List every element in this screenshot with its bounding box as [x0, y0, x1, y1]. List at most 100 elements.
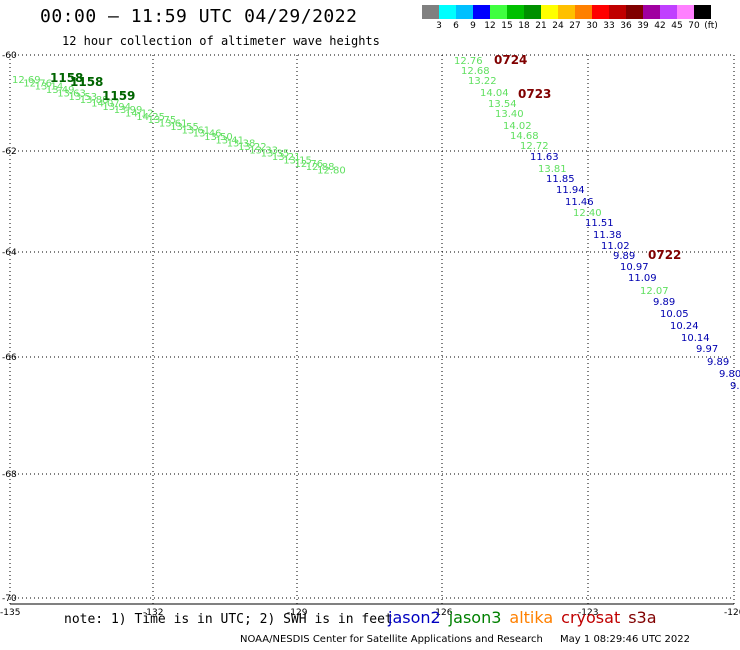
swh-value-label: 11.85: [546, 174, 575, 185]
swh-value-label: 12.68: [461, 66, 490, 77]
swh-value-label: 12.76: [454, 56, 483, 67]
swh-value-label: 12.76: [295, 159, 324, 170]
color-scale-label: 12: [484, 21, 496, 31]
swh-value-label: 13.99: [114, 105, 143, 116]
legend-item-cryosat: cryosat: [561, 608, 621, 627]
swh-value-label: 13.15: [283, 155, 312, 166]
color-swatch: [694, 5, 711, 19]
color-swatch: [677, 5, 694, 19]
swh-value-label: 9.7: [730, 381, 740, 392]
swh-value-label: 13.81: [538, 164, 567, 175]
swh-value-label: 9.80: [719, 369, 740, 380]
color-swatch: [558, 5, 575, 19]
color-swatch: [490, 5, 507, 19]
legend-item-jason3: jason3: [448, 608, 502, 627]
color-scale-label: 24: [552, 21, 564, 31]
map-subtitle: 12 hour collection of altimeter wave hei…: [62, 34, 380, 48]
color-scale-label: 39: [637, 21, 649, 31]
swh-value-label: 9.89: [613, 251, 635, 262]
swh-value-label: 11.94: [556, 185, 585, 196]
color-swatch: [541, 5, 558, 19]
swh-value-label: 12.80: [317, 165, 346, 176]
generated-timestamp: May 1 08:29:46 UTC 2022: [560, 634, 690, 645]
color-scale-label: 21: [535, 21, 547, 31]
color-swatch: [439, 5, 456, 19]
swh-value-label: 13.41: [215, 135, 244, 146]
swh-value-label: 12.07: [640, 286, 669, 297]
color-swatch: [643, 5, 660, 19]
satellite-legend: jason2 jason3 altika cryosat s3a: [388, 608, 665, 627]
pass-time-stamp: 0724: [494, 53, 527, 67]
pass-time-stamp: 1159: [102, 89, 135, 103]
legend-item-altika: altika: [509, 608, 554, 627]
swh-value-label: 14.68: [510, 131, 539, 142]
color-swatch: [456, 5, 473, 19]
swh-value-label: 11.63: [530, 152, 559, 163]
longitude-tick-label: -132: [143, 608, 163, 618]
swh-value-label: 13.53: [69, 92, 98, 103]
swh-value-label: 13.49: [46, 85, 75, 96]
swh-value-label: 9.97: [696, 344, 718, 355]
color-scale-label: 6: [453, 21, 459, 31]
longitude-tick-label: -126: [432, 608, 453, 618]
swh-value-label: 13.61: [182, 125, 211, 136]
color-swatch: [575, 5, 592, 19]
color-scale-label: (ft): [704, 21, 718, 31]
swh-value-label: 11.38: [593, 230, 622, 241]
color-scale-label: 3: [436, 21, 442, 31]
color-scale-label: 15: [501, 21, 513, 31]
longitude-tick-label: -123: [578, 608, 598, 618]
swh-value-label: 11.09: [628, 273, 657, 284]
swh-value-label: 12.69: [12, 75, 41, 86]
color-scale-label: 18: [518, 21, 530, 31]
color-swatch: [626, 5, 643, 19]
latitude-tick-label: -62: [2, 147, 17, 157]
swh-value-label: 13.21: [272, 152, 301, 163]
swh-value-label: 14.02: [503, 121, 532, 132]
swh-value-label: 13.38: [227, 139, 256, 150]
swh-value-label: 13.55: [170, 122, 199, 133]
latitude-tick-label: -68: [2, 470, 17, 480]
swh-value-label: 13.50: [204, 132, 233, 143]
swh-value-label: 12.76: [23, 78, 52, 89]
swh-value-label: 13.61: [159, 119, 188, 130]
swh-value-label: 10.24: [670, 321, 699, 332]
pass-time-stamp: 1158: [50, 71, 83, 85]
map-title: 00:00 – 11:59 UTC 04/29/2022: [40, 6, 358, 27]
latitude-tick-label: -60: [2, 51, 17, 61]
swh-value-label: 10.14: [681, 333, 710, 344]
pass-time-stamp: 0722: [648, 248, 681, 262]
swh-value-label: 13.40: [495, 109, 524, 120]
swh-value-label: 12.72: [520, 141, 549, 152]
color-swatch: [473, 5, 490, 19]
latitude-tick-label: -66: [2, 353, 17, 363]
color-swatch: [507, 5, 524, 19]
pass-time-stamp: 0723: [518, 87, 551, 101]
swh-value-label: 13.63: [57, 88, 86, 99]
swh-value-label: 13.22: [238, 142, 267, 153]
color-scale-label: 27: [569, 21, 581, 31]
swh-value-label: 10.05: [660, 309, 689, 320]
swh-value-label: 11.02: [601, 241, 630, 252]
color-swatch: [524, 5, 541, 19]
swh-value-label: 13.94: [102, 102, 131, 113]
legend-item-s3a: s3a: [628, 608, 657, 627]
swh-value-label: 13.88: [80, 95, 109, 106]
legend-item-jason2: jason2: [388, 608, 441, 627]
units-note: note: 1) Time is in UTC; 2) SWH is in fe…: [64, 612, 393, 627]
longitude-tick-label: -120: [724, 608, 740, 618]
swh-value-label: 11.51: [585, 218, 614, 229]
swh-value-label: 9.89: [653, 297, 675, 308]
swh-value-label: 14.07: [91, 98, 120, 109]
swh-value-label: 12.88: [306, 162, 335, 173]
swh-value-label: 13.75: [148, 115, 177, 126]
swh-value-label: 13.46: [193, 129, 222, 140]
color-scale-label: 36: [620, 21, 632, 31]
swh-value-label: 14.04: [480, 88, 509, 99]
swh-value-label: 13.14: [35, 82, 64, 93]
color-swatch: [422, 5, 439, 19]
color-swatch: [592, 5, 609, 19]
longitude-tick-label: -135: [0, 608, 20, 618]
color-swatch: [609, 5, 626, 19]
